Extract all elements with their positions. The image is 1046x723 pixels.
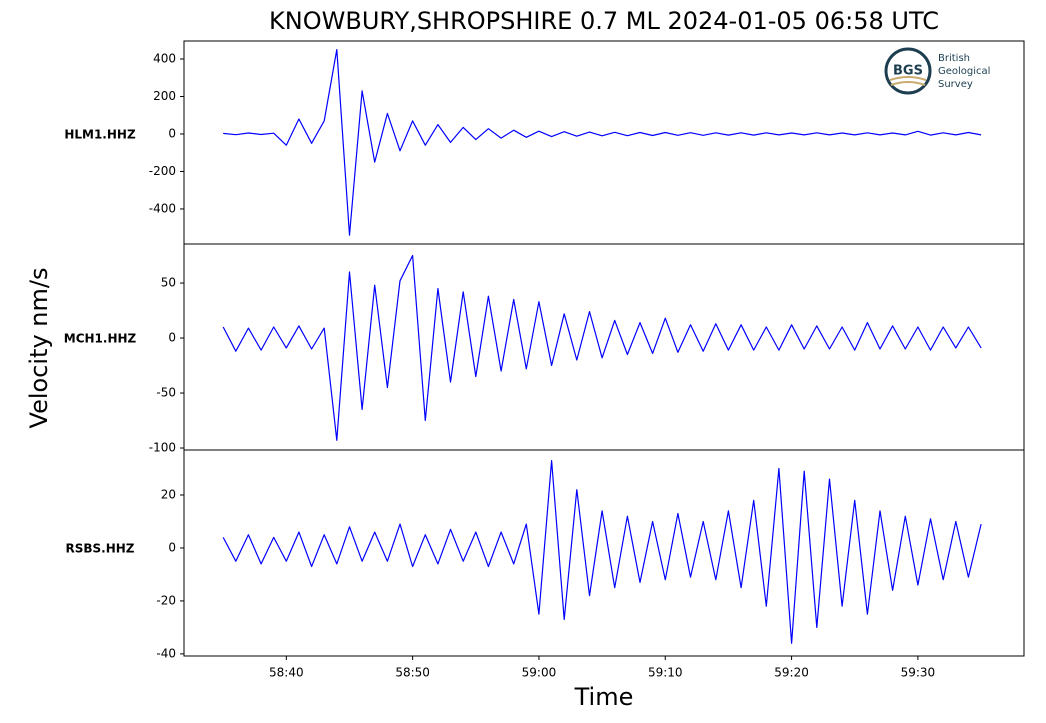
station-label: RSBS.HHZ (65, 541, 134, 555)
x-tick-label: 58:50 (395, 666, 430, 680)
logo-wave (889, 76, 927, 81)
y-tick-label: 0 (168, 540, 176, 554)
y-tick-label: -40 (156, 646, 176, 660)
y-tick-label: 20 (161, 488, 176, 502)
x-tick-label: 58:40 (269, 666, 304, 680)
logo: BGS British Geological Survey (884, 47, 990, 95)
chart-title: KNOWBURY,SHROPSHIRE 0.7 ML 2024-01-05 06… (269, 7, 939, 35)
logo-text: Geological (938, 66, 990, 77)
station-label: HLM1.HHZ (64, 127, 136, 141)
y-tick-label: 200 (153, 89, 176, 103)
logo-text: British (938, 53, 970, 64)
waveform (222, 460, 982, 644)
logo-ring (884, 47, 932, 95)
x-tick-label: 59:10 (648, 666, 683, 680)
y-tick-label: -400 (149, 201, 176, 215)
y-tick-label: -20 (156, 593, 176, 607)
x-tick-label: 59:20 (774, 666, 809, 680)
x-axis-label: Time (574, 683, 634, 711)
y-axis-label: Velocity nm/s (25, 268, 53, 429)
y-tick-label: -100 (149, 441, 176, 455)
y-tick-label: 0 (168, 331, 176, 345)
panel-frame (183, 449, 1025, 657)
logo-mark: BGS (893, 64, 923, 79)
y-tick-label: -200 (149, 164, 176, 178)
logo-wave (890, 81, 926, 86)
y-tick-label: 400 (153, 51, 176, 65)
x-tick-label: 59:30 (901, 666, 936, 680)
y-tick-label: 50 (161, 276, 176, 290)
x-tick-label: 59:00 (522, 666, 557, 680)
waveform (223, 49, 982, 236)
y-tick-label: 0 (168, 126, 176, 140)
y-tick-label: -50 (156, 386, 176, 400)
waveform (222, 254, 982, 441)
logo-text: Survey (938, 79, 973, 90)
station-label: MCH1.HHZ (64, 332, 137, 346)
